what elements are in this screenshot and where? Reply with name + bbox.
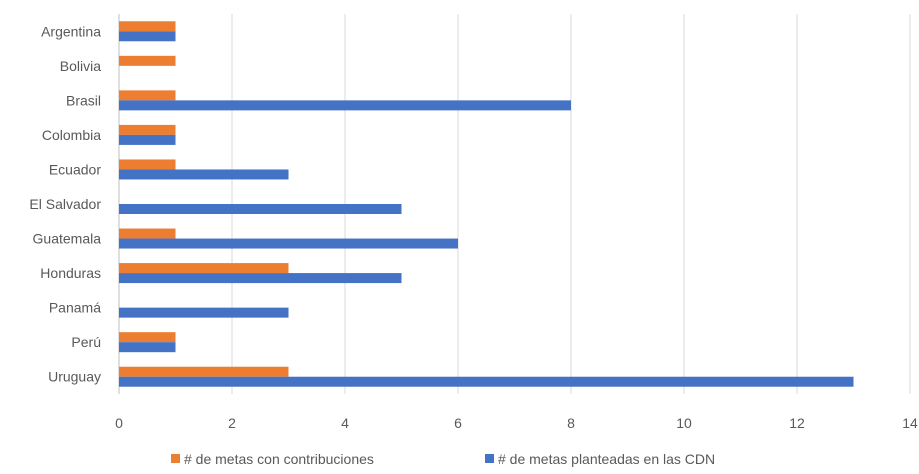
bar-contribuciones [119, 366, 289, 377]
bar-contribuciones [119, 21, 176, 32]
bar-cdn [119, 273, 402, 284]
bar-contribuciones [119, 263, 289, 274]
x-tick-label: 12 [789, 415, 805, 431]
x-tick-label: 10 [676, 415, 692, 431]
bar-contribuciones [119, 228, 176, 239]
category-label: Colombia [42, 127, 101, 143]
category-label: El Salvador [29, 196, 101, 212]
bar-contribuciones [119, 90, 176, 101]
category-label: Honduras [40, 265, 101, 281]
bar-cdn [119, 169, 289, 180]
legend-label: # de metas con contribuciones [184, 451, 374, 467]
bar-cdn [119, 31, 176, 42]
bar-cdn [119, 100, 571, 111]
gridlines [118, 14, 911, 394]
category-label: Panamá [49, 300, 101, 316]
bars [119, 21, 854, 387]
category-label: Uruguay [48, 369, 101, 385]
legend: # de metas con contribuciones # de metas … [171, 451, 715, 467]
bar-cdn [119, 204, 402, 214]
category-label: Argentina [41, 23, 101, 39]
category-label: Guatemala [33, 231, 102, 247]
legend-swatch [171, 454, 180, 463]
bar-cdn [119, 376, 854, 387]
x-tick-label: 4 [341, 415, 349, 431]
bar-cdn [119, 238, 458, 249]
bar-cdn [119, 342, 176, 353]
legend-label: # de metas planteadas en las CDN [498, 451, 715, 467]
legend-swatch [485, 454, 494, 463]
category-label: Perú [71, 334, 101, 350]
bar-contribuciones [119, 55, 176, 66]
x-tick-label: 0 [115, 415, 123, 431]
x-tick-label: 6 [454, 415, 462, 431]
x-tick-label: 14 [902, 415, 918, 431]
x-tick-label: 2 [228, 415, 236, 431]
category-label: Ecuador [49, 161, 101, 177]
x-tick-label: 8 [567, 415, 575, 431]
bar-contribuciones [119, 159, 176, 170]
bar-contribuciones [119, 332, 176, 343]
category-label: Brasil [66, 92, 101, 108]
category-label: Bolivia [60, 58, 101, 74]
bar-cdn [119, 307, 289, 318]
category-labels: Argentina Bolivia Brasil Colombia Ecuador El … [29, 23, 101, 384]
bar-cdn [119, 134, 176, 145]
bar-contribuciones [119, 124, 176, 135]
x-tick-labels: 0 2 4 6 8 10 12 14 [115, 415, 918, 431]
